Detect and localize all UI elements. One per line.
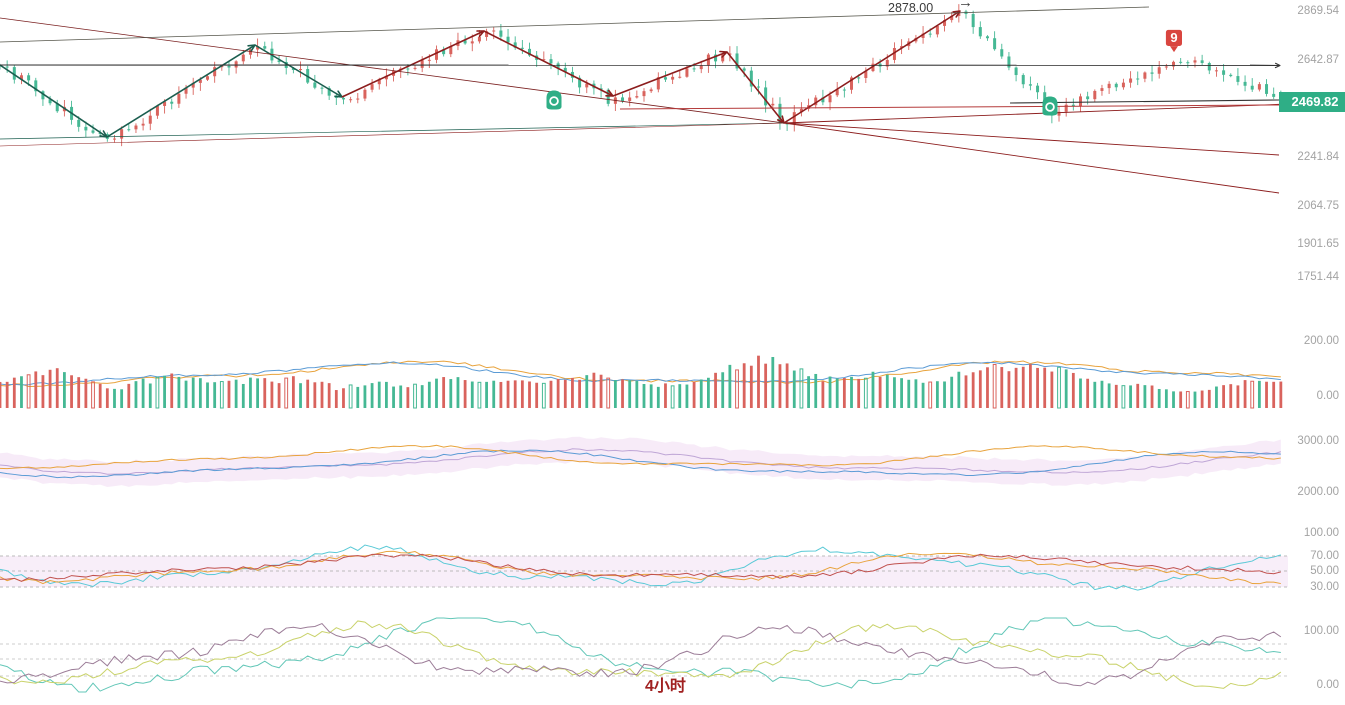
svg-text:9: 9 bbox=[1170, 30, 1177, 45]
